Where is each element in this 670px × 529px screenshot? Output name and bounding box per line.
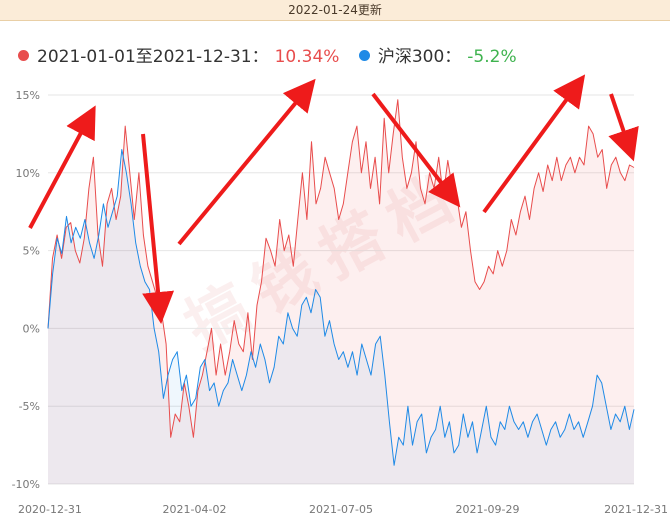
legend-label-index: 沪深300： <box>377 47 462 67</box>
y-axis-ticks: 15% 10% 5% 0% -5% -10% <box>12 89 40 491</box>
chart-legend: 2021-01-01至2021-12-31： 10.34% 沪深300： -5.2% <box>18 42 531 67</box>
y-tick-label: 10% <box>16 167 40 180</box>
y-tick-label: 5% <box>23 245 40 258</box>
update-text: 2022-01-24更新 <box>288 3 382 17</box>
legend-dot-index-icon <box>358 50 370 61</box>
x-tick-label: 2021-09-29 <box>456 503 520 516</box>
arrow-down-3 <box>608 93 639 162</box>
x-tick-label: 2021-04-02 <box>163 503 227 516</box>
arrow-down-2 <box>371 92 461 208</box>
legend-value-fund: 10.34% <box>274 47 340 67</box>
y-tick-label: 15% <box>16 89 40 102</box>
arrow-up-2 <box>177 78 316 246</box>
legend-label-fund: 2021-01-01至2021-12-31： <box>37 47 269 67</box>
legend-value-index: -5.2% <box>467 47 517 67</box>
series-area-0 <box>48 99 634 484</box>
series-line-0 <box>47 99 635 438</box>
series-areas <box>48 99 634 484</box>
y-tick-label: -10% <box>12 478 40 491</box>
x-tick-label: 2020-12-31 <box>18 503 82 516</box>
series-area-1 <box>48 149 634 484</box>
x-axis-ticks: 2020-12-31 2021-04-02 2021-07-05 2021-09-29… <box>18 503 668 516</box>
arrow-up-1 <box>28 105 96 229</box>
legend-dot-fund-icon <box>18 50 29 61</box>
arrow-up-3 <box>482 74 586 214</box>
legend-item-index[interactable]: 沪深300： -5.2% <box>358 42 517 67</box>
update-header: 2022-01-24更新 <box>0 0 670 21</box>
annotation-arrows <box>28 74 639 324</box>
series-line-1 <box>47 149 635 466</box>
series-lines <box>47 99 635 466</box>
y-tick-label: 0% <box>23 322 40 335</box>
legend-item-fund[interactable]: 2021-01-01至2021-12-31： 10.34% <box>18 42 339 67</box>
arrow-down-1 <box>141 133 175 324</box>
x-tick-label: 2021-12-31 <box>604 503 668 516</box>
x-tick-label: 2021-07-05 <box>309 503 373 516</box>
y-tick-label: -5% <box>19 400 40 413</box>
